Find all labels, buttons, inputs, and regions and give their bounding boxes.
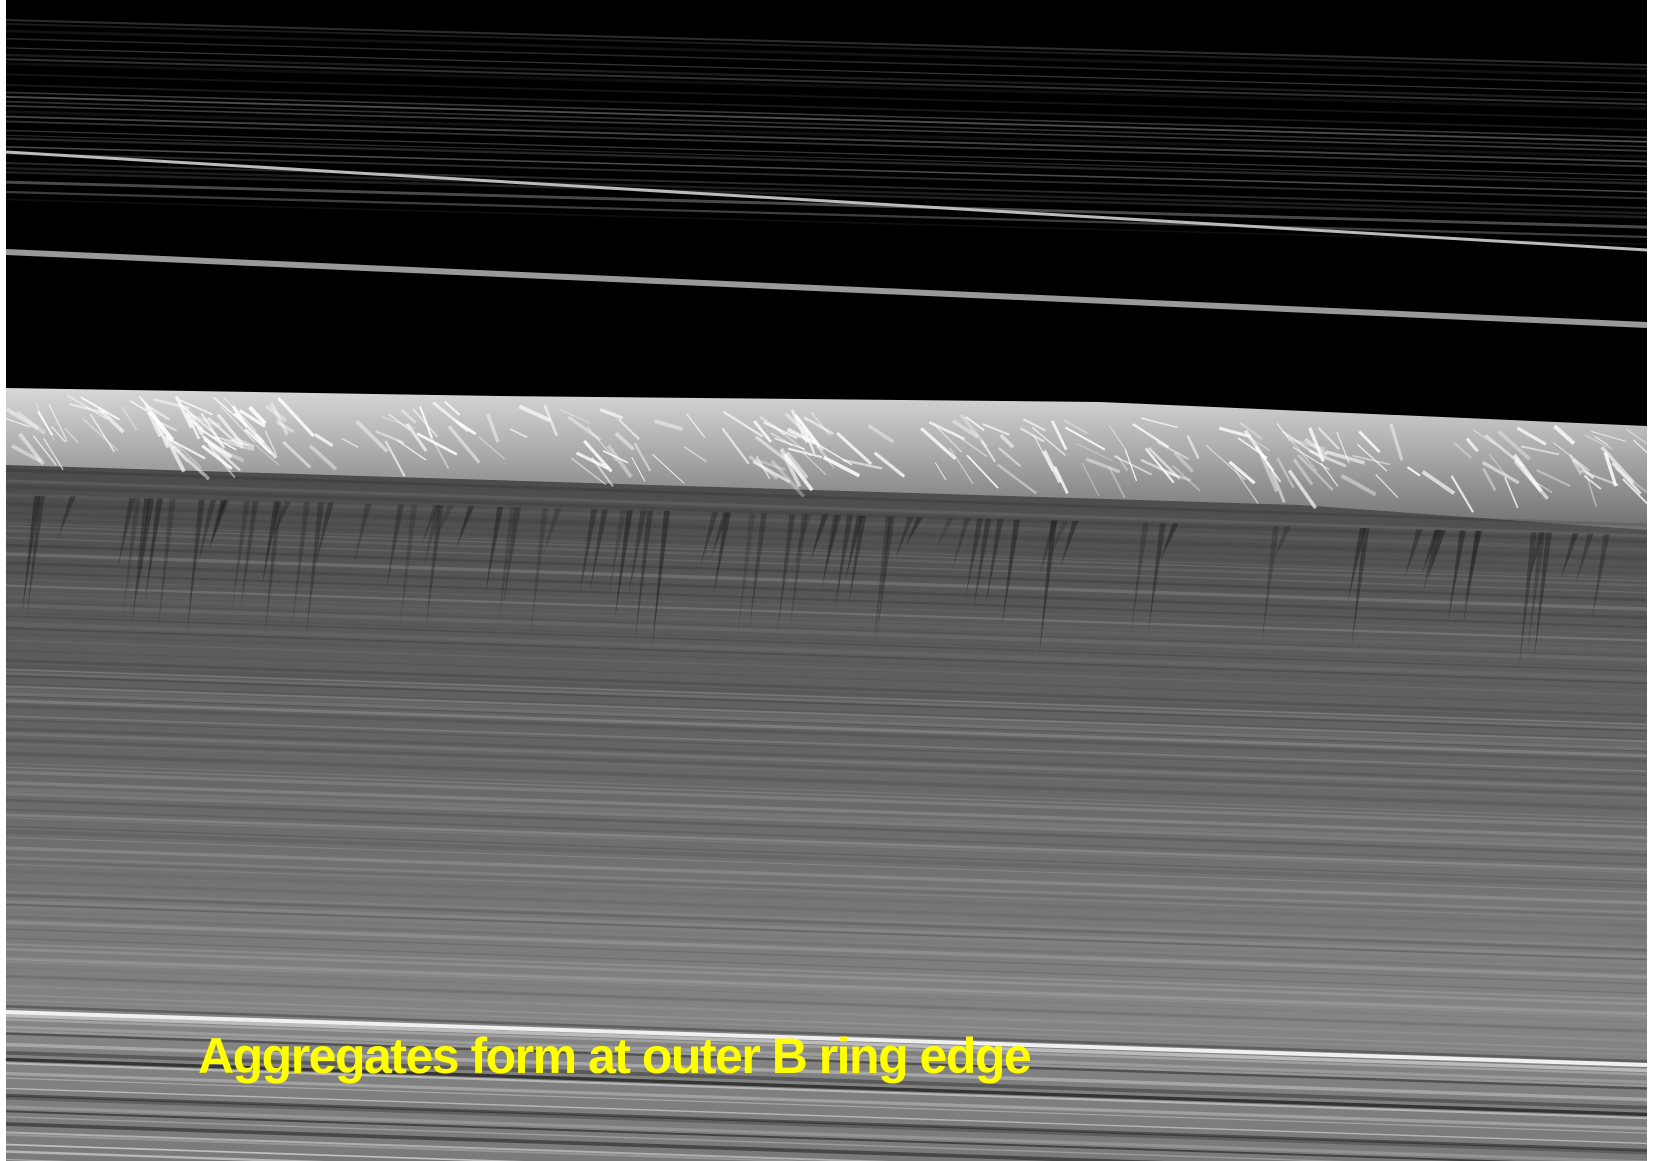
page-body: {"caption": "Aggregates form at outer B … [0, 0, 1653, 1161]
caption: Aggregates form at outer B ring edge [198, 1028, 1031, 1084]
page: Outer B ring edge html, body { margin: 0… [0, 0, 1653, 1161]
ring-image: Aggregates form at outer B ring edge [0, 0, 1653, 1161]
